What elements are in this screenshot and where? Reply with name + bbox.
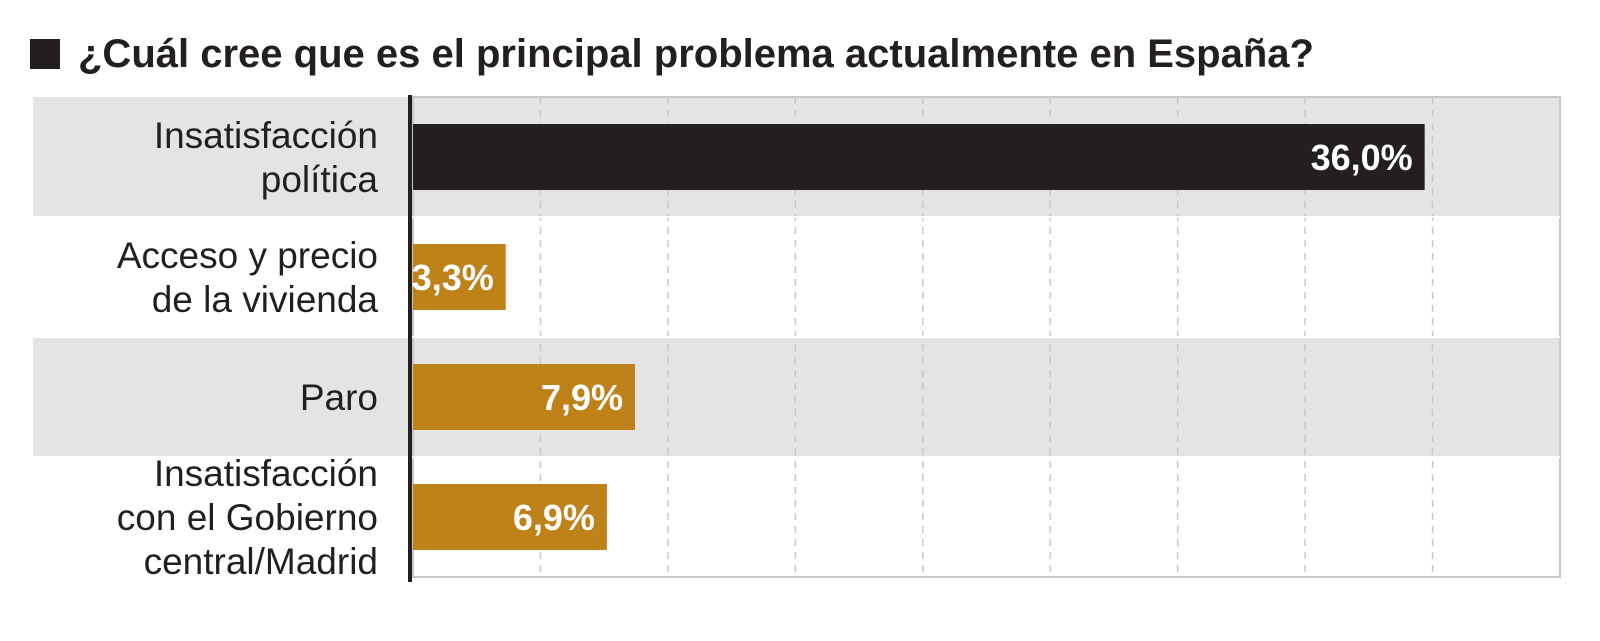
- chart-title: ¿Cuál cree que es el principal problema …: [78, 31, 1314, 76]
- row-band: [33, 337, 1560, 457]
- bar: [413, 364, 636, 430]
- title-square-icon: [30, 39, 60, 69]
- category-label-line: Insatisfacción: [154, 115, 378, 156]
- category-label: Insatisfacción política: [154, 115, 379, 200]
- category-label: Insatisfacción con el Gobierno central/Mad…: [117, 453, 378, 582]
- category-label-line: con el Gobierno: [117, 497, 378, 538]
- data-label: 36,0%: [1311, 137, 1413, 178]
- bar: [413, 244, 506, 310]
- category-label-line: Acceso y precio: [117, 235, 378, 276]
- category-label-line: Paro: [300, 377, 378, 418]
- category-label-line: Insatisfacción: [154, 453, 378, 494]
- data-label: 7,9%: [541, 377, 623, 418]
- data-label: 3,3%: [412, 257, 494, 298]
- bar: [413, 484, 607, 550]
- category-label: Paro: [300, 377, 378, 418]
- category-label-line: política: [261, 159, 379, 200]
- chart-title-block: ¿Cuál cree que es el principal problema …: [30, 28, 1314, 80]
- category-label-line: de la vivienda: [152, 279, 379, 320]
- row-band: [33, 217, 1560, 337]
- bar: [413, 124, 1425, 190]
- data-label: 6,9%: [513, 497, 595, 538]
- category-label-line: central/Madrid: [144, 541, 378, 582]
- category-label: Acceso y precio de la vivienda: [117, 235, 379, 320]
